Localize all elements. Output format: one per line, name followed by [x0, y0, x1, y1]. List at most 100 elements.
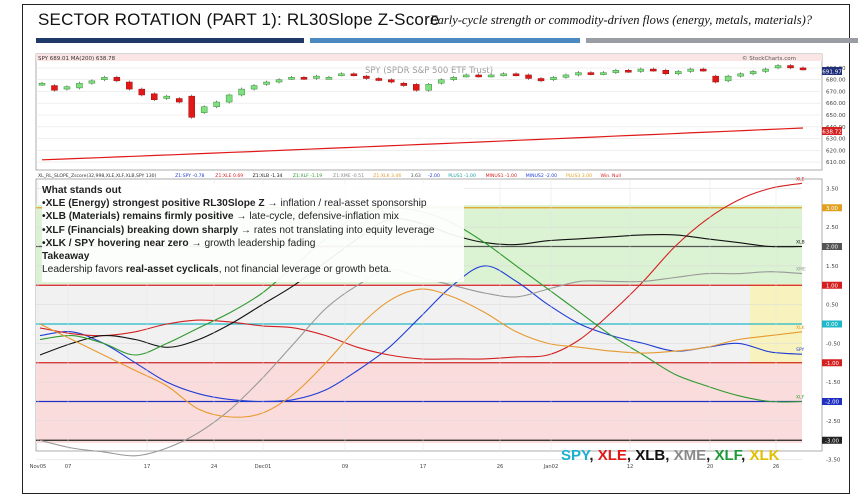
indicator-header-part: PLUS1 -1.00 — [448, 173, 476, 179]
legend-part: XLB — [635, 447, 666, 464]
z-tick-label: 1.50 — [826, 264, 839, 270]
legend-part: SPY — [561, 447, 590, 464]
candle-body — [76, 82, 83, 89]
indicator-header-part: XL_RL_SLOPE_Zscore(32,998,XLE,XLF,XLB,SP… — [38, 173, 157, 179]
legend-part: XLF — [714, 447, 742, 464]
candle-body — [63, 86, 71, 90]
z-series-xlk — [39, 288, 803, 418]
candle-body — [537, 78, 545, 82]
callout-takeaway-post: , not financial leverage or growth beta. — [218, 264, 392, 276]
candle-body — [151, 93, 158, 100]
z-tick-label: 2.50 — [826, 225, 839, 231]
x-tick-label: 26 — [773, 464, 780, 470]
candle-body — [724, 75, 732, 82]
price-panel-title: SPY (SPDR S&P 500 ETF Trust) — [365, 66, 493, 76]
legend-part: XLK — [749, 447, 780, 464]
indicator-header-labels: XL_RL_SLOPE_Zscore(32,998,XLE,XLF,XLB,SP… — [38, 173, 621, 179]
candle-body — [225, 94, 233, 103]
x-tick-label: 07 — [65, 464, 72, 470]
indicator-header-part: PLUS3 3.00 — [566, 173, 592, 179]
header-rule-navy — [36, 38, 304, 43]
candle-body — [687, 68, 694, 72]
candle-body — [213, 101, 220, 108]
ma-value: 638.72 — [822, 130, 842, 136]
candle-body — [637, 68, 645, 72]
candle-body — [587, 72, 595, 75]
z-band-tag — [822, 204, 842, 212]
legend-part: XME — [673, 447, 707, 464]
candle-body — [101, 77, 108, 80]
z-band-tag-value: 1.00 — [826, 283, 839, 289]
candle-body — [662, 69, 670, 75]
candle-body — [475, 74, 482, 78]
slide-frame — [22, 4, 850, 494]
price-panel-header — [36, 54, 822, 61]
candle-body — [363, 75, 370, 79]
z-band-tag — [822, 398, 842, 405]
candle-body — [487, 74, 495, 78]
callout-line-xlk-bold: •XLK / SPY hovering near zero — [42, 237, 189, 249]
last-price-value: 691.97 — [822, 70, 842, 76]
callout-box: What stands out •XLE (Energy) strongest … — [42, 184, 464, 282]
candle-body — [774, 65, 782, 69]
ma200-line — [41, 127, 804, 161]
legend-part: , — [706, 447, 715, 464]
x-tick-label: Nov05 — [30, 464, 47, 470]
candle-body — [325, 77, 333, 80]
candle-body — [200, 106, 208, 113]
header-rule-blue — [310, 38, 580, 43]
indicator-header-part: Z1:XLF -1.19 — [293, 173, 322, 179]
z-band-tag-value: -3.00 — [825, 438, 840, 444]
callout-line-xlk-rest: → growth leadership fading — [188, 237, 316, 249]
callout-line-xlf: •XLF (Financials) breaking down sharply … — [42, 224, 464, 237]
candle-body — [350, 73, 358, 77]
z-band-tag — [822, 320, 842, 328]
z-series-lines: SPY XLE XLB XME XLF XLK — [39, 176, 806, 457]
candle-body — [275, 79, 283, 83]
price-top-left-label: SPY 689.01 MA(200) 638.78 — [38, 56, 116, 62]
z-series-end-label: SPY — [796, 347, 804, 353]
indicator-header-part: MINUS2 -2.00 — [526, 173, 557, 179]
z-band-tag-value: -2.00 — [825, 400, 840, 406]
candle-body — [250, 85, 258, 90]
candle-body — [462, 74, 470, 78]
spy-candles — [38, 64, 807, 119]
legend-part: , — [665, 447, 674, 464]
indicator-header-part: Win. Null — [601, 173, 621, 179]
header-rule-grey — [586, 38, 858, 43]
callout-line-xlb-rest: → late-cycle, defensive-inflation mix — [233, 211, 399, 223]
candle-body — [500, 73, 507, 77]
candle-body — [525, 74, 532, 79]
callout-takeaway-bold: real-asset cyclicals — [125, 264, 219, 276]
z-series-end-label: XLF — [796, 395, 805, 401]
z-series-end-label: XLK — [796, 325, 806, 331]
x-tick-label: 24 — [211, 464, 218, 470]
indicator-header-part: Z1:SPY -0.78 — [175, 173, 204, 179]
candle-body — [113, 77, 121, 82]
candle-body — [625, 69, 632, 73]
candle-body — [699, 68, 707, 72]
zone-red — [36, 364, 802, 443]
candle-body — [51, 85, 58, 91]
price-tick-label: 610.00 — [826, 160, 846, 166]
x-tick-label: 20 — [707, 464, 714, 470]
x-tick-label: Dec01 — [255, 464, 272, 470]
candle-body — [375, 78, 383, 81]
z-band-tag — [822, 436, 842, 444]
z-tick-label: -2.50 — [826, 419, 841, 425]
candle-body — [338, 73, 345, 77]
candle-body — [612, 69, 620, 73]
callout-heading: What stands out — [42, 185, 122, 196]
x-tick-label: 17 — [420, 464, 427, 470]
price-tick-label: 650.00 — [826, 113, 846, 119]
ma-tag — [822, 127, 842, 135]
z-band-tag — [822, 359, 842, 367]
price-tick-label: 620.00 — [826, 148, 846, 154]
legend-part: , — [589, 447, 598, 464]
candle-body — [126, 81, 133, 90]
price-tick-label: 630.00 — [826, 137, 846, 143]
x-tick-label: 26 — [497, 464, 504, 470]
price-watermark: © StockCharts.com — [742, 55, 796, 62]
z-tick-label: 0.50 — [826, 303, 839, 309]
indicator-header-part: -2.00 — [428, 173, 440, 179]
